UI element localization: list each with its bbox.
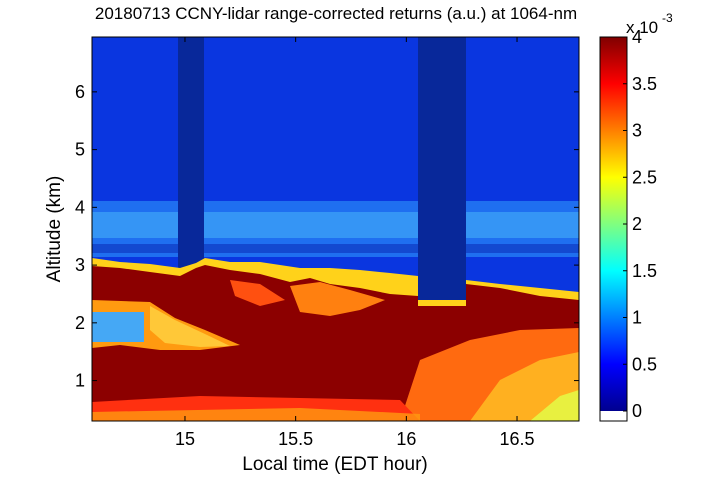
colorbar-tick-label: 0: [632, 401, 642, 421]
colorbar-gradient: [600, 37, 627, 411]
colorbar-tick-label: 2: [632, 214, 642, 234]
y-tick-label: 6: [75, 82, 85, 102]
residual-layer-patch: [290, 282, 385, 316]
x-tick-label: 15: [175, 429, 195, 449]
colorbar-tick-label: 0.5: [632, 354, 657, 374]
colorbar-tick-label: 3.5: [632, 74, 657, 94]
low-signal-gap: [418, 37, 466, 307]
residual-layer-patch: [230, 280, 285, 306]
x-axis-label: Local time (EDT hour): [242, 454, 428, 475]
low-signal-gap: [178, 37, 204, 272]
colorbar-tick-label: 1: [632, 308, 642, 328]
mixed-layer-patch: [150, 306, 230, 347]
colorbar-multiplier: x 10: [626, 18, 658, 37]
x-axis: 15 15.5 16 16.5: [175, 37, 535, 449]
y-tick-label: 4: [75, 197, 85, 217]
y-tick-label: 2: [75, 313, 85, 333]
colorbar-tick-label: 3: [632, 121, 642, 141]
colorbar-frame: [599, 36, 628, 422]
near-surface-layer: [92, 408, 420, 421]
x-tick-label: 15.5: [278, 429, 313, 449]
elevated-aerosol-band-bright: [92, 212, 579, 238]
chart-title: 20180713 CCNY-lidar range-corrected retu…: [95, 4, 577, 23]
y-tick-label: 1: [75, 371, 85, 391]
x-tick-label: 16.5: [499, 429, 534, 449]
y-axis: 1 2 3 4 5 6: [75, 82, 579, 391]
colorbar-tick-label: 4: [632, 27, 642, 47]
heatmap-plot-area: [92, 37, 579, 421]
y-tick-label: 3: [75, 255, 85, 275]
colorbar-axis: 0 0.5 1 1.5 2 2.5 3 3.5 4: [623, 27, 657, 421]
colorbar-tick-label: 1.5: [632, 261, 657, 281]
y-tick-label: 5: [75, 140, 85, 160]
colorbar-below-range: [600, 411, 627, 421]
elevated-aerosol-dark-line: [92, 244, 579, 253]
colorbar-exponent: -3: [662, 11, 673, 25]
y-axis-label: Altitude (km): [44, 176, 65, 283]
near-surface-layer: [530, 390, 579, 421]
plot-frame: [91, 36, 580, 422]
x-tick-label: 16: [396, 429, 416, 449]
colorbar-tick-label: 2.5: [632, 167, 657, 187]
low-aerosol-pocket: [92, 312, 144, 342]
